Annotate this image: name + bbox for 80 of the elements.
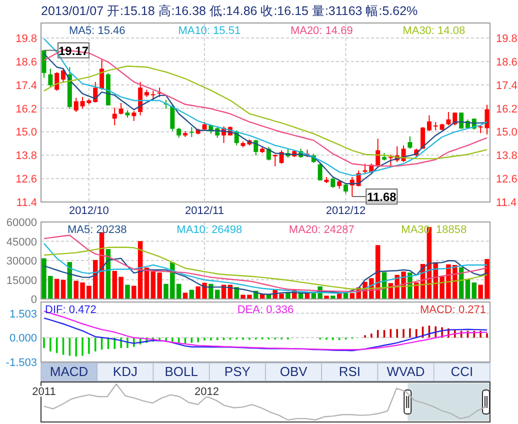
y2-tick-label: 11.4 <box>496 197 517 209</box>
text: DEA: 0.336 <box>237 304 294 316</box>
candlestick <box>93 81 98 103</box>
y-tick-label: 0 <box>30 294 37 306</box>
candlestick <box>459 112 464 130</box>
text: MACD <box>50 364 88 379</box>
y-tick-label: 30000 <box>6 256 37 268</box>
line-series <box>43 234 488 292</box>
x-tick-label: 2012/12 <box>326 205 366 217</box>
y-tick-label: 16.2 <box>16 103 37 116</box>
candlestick <box>118 102 124 115</box>
candlestick <box>150 90 156 101</box>
text: PSY <box>224 364 251 379</box>
y-tick-label: -1.503 <box>6 357 37 369</box>
candlestick <box>388 154 393 168</box>
y-tick-label: 13.8 <box>16 150 37 162</box>
line-series <box>43 258 488 295</box>
line-series <box>43 317 488 352</box>
candlestick <box>48 68 53 88</box>
y2-tick-label: 18.6 <box>496 56 518 68</box>
y2-tick-label: 15.0 <box>496 126 518 139</box>
bar <box>330 296 336 299</box>
text: MA10: 26498 <box>176 224 242 236</box>
y-tick-label: 18.6 <box>16 56 37 68</box>
candlestick <box>54 72 60 92</box>
x-tick-label: 2012/11 <box>185 205 224 217</box>
text: MA10: 15.51 <box>178 25 241 37</box>
candlestick <box>170 104 175 132</box>
candlestick <box>408 136 412 150</box>
y-tick-label: 19.8 <box>16 33 37 46</box>
text: MA30: 14.08 <box>402 25 466 37</box>
bar <box>472 282 477 299</box>
y-tick-label: 17.4 <box>16 80 37 92</box>
candlestick <box>318 162 322 181</box>
candlestick <box>272 154 278 167</box>
candlestick <box>426 114 432 132</box>
y-tick-label: 0.000 <box>9 332 37 345</box>
text: MA5: 15.46 <box>68 25 126 37</box>
candlestick <box>330 177 336 188</box>
candlestick <box>100 59 104 90</box>
candlestick <box>189 126 194 138</box>
y2-tick-label: 13.8 <box>496 150 518 162</box>
bar <box>125 284 130 299</box>
x-tick-label: 2012 <box>194 386 219 398</box>
candlestick <box>132 110 136 122</box>
y-tick-label: 1.503 <box>9 308 37 320</box>
series-label: MACD: 0.271 <box>420 304 486 316</box>
y2-tick-label: 12.6 <box>496 174 518 186</box>
y-tick-label: 11.4 <box>16 197 37 209</box>
y-tick-label: 15000 <box>6 274 37 287</box>
text: RSI <box>338 364 361 379</box>
y-tick-label: 12.6 <box>16 174 37 186</box>
candlestick <box>176 127 182 138</box>
bar <box>60 280 66 299</box>
y-tick-label: 45000 <box>6 236 37 248</box>
candlestick <box>61 68 66 82</box>
annotation: 11.68 <box>366 190 397 204</box>
bar <box>182 292 188 299</box>
chart-title: 2013/01/07 开:15.18 高:16.38 低:14.86 收:16.15 量:31163 幅:5.62% <box>41 3 418 18</box>
text: MA20: 24287 <box>288 224 354 236</box>
text: MA5: 20238 <box>67 224 127 236</box>
candlestick <box>452 112 458 126</box>
text: MA20: 14.69 <box>290 25 353 37</box>
text: CCI <box>450 364 474 379</box>
x-tick-label: 2012/10 <box>69 205 109 217</box>
y2-tick-label: 16.2 <box>496 103 518 116</box>
y-tick-label: 15.0 <box>16 126 37 139</box>
candlestick <box>112 107 117 126</box>
text: WVAD <box>386 364 425 379</box>
y2-tick-label: 19.8 <box>496 33 518 46</box>
y-tick-label: 60000 <box>6 217 37 229</box>
text: KDJ <box>112 364 138 379</box>
series-label: DIF: 0.472 <box>45 304 96 316</box>
bar <box>324 296 329 299</box>
bar <box>54 278 60 299</box>
text: BOLL <box>164 364 198 379</box>
candlestick <box>74 97 78 113</box>
candlestick <box>446 112 451 126</box>
y2-tick-label: 17.4 <box>496 80 518 92</box>
text: OBV <box>280 364 308 379</box>
